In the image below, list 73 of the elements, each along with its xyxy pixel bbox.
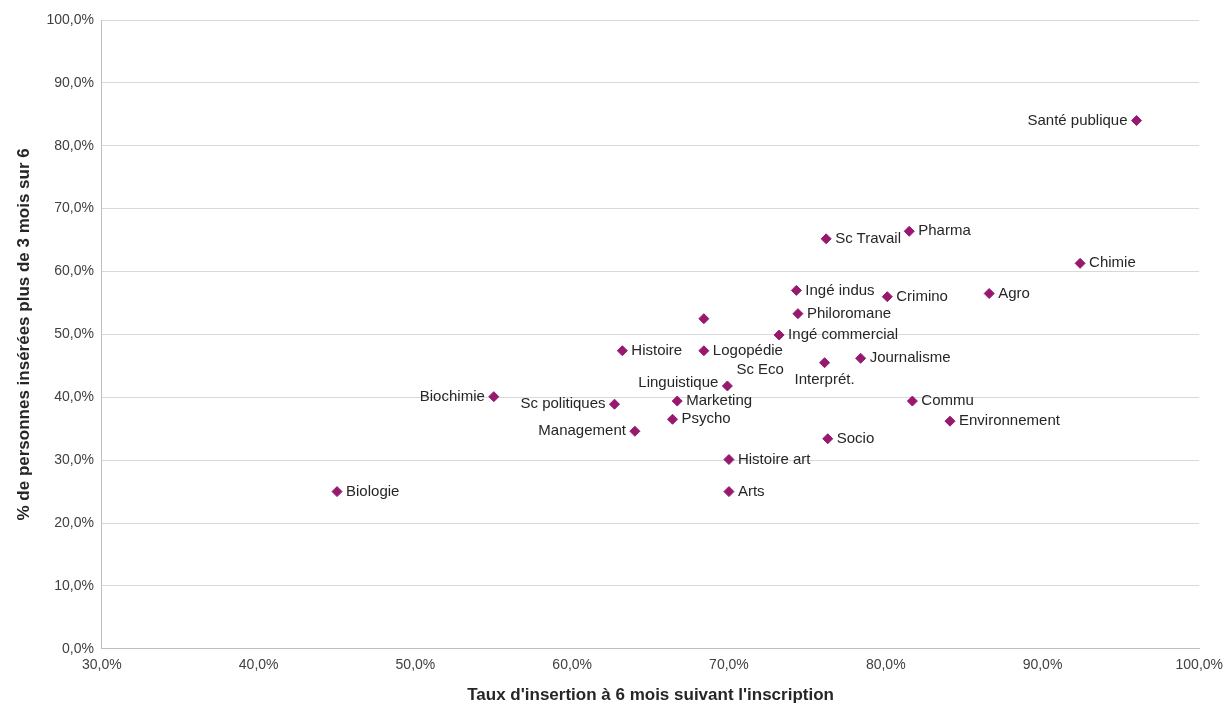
annotation: Sc Travail <box>835 228 902 246</box>
point <box>983 288 995 300</box>
y-axis-title: % de personnes insérées plus de 3 mois sur 6 <box>13 148 33 521</box>
annotation: Commu <box>921 391 974 409</box>
point <box>609 398 621 410</box>
x-tick-label: 100,0% <box>1175 656 1223 673</box>
annotation: Sc politiques <box>520 394 606 412</box>
point <box>721 380 733 392</box>
point <box>1131 115 1143 127</box>
annotation: Socio <box>836 428 875 446</box>
annotation: Sc Eco <box>736 360 784 378</box>
point <box>792 308 804 320</box>
point <box>698 345 710 357</box>
point <box>698 313 710 325</box>
y-tick-label: 90,0% <box>54 73 94 90</box>
point <box>616 345 628 357</box>
x-axis-title: Taux d'insertion à 6 mois suivant l'inscription <box>467 685 834 705</box>
point <box>820 233 832 245</box>
x-tick-label: 80,0% <box>865 656 906 673</box>
annotation: Management <box>538 421 627 439</box>
annotation: Biochimie <box>419 386 485 404</box>
point <box>944 415 956 427</box>
x-tick-label: 50,0% <box>395 656 436 673</box>
point <box>667 413 679 425</box>
point <box>723 454 735 466</box>
annotation: Psycho <box>681 409 731 427</box>
x-tick-label: 70,0% <box>709 656 749 673</box>
point <box>855 352 867 364</box>
y-tick-label: 0,0% <box>61 639 94 656</box>
point <box>671 395 683 407</box>
annotation: Ingé commercial <box>788 325 899 343</box>
point <box>1074 257 1086 269</box>
point <box>629 425 641 437</box>
annotation: Journalisme <box>869 348 951 366</box>
point <box>819 357 831 369</box>
annotation: Linguistique <box>638 372 719 390</box>
x-tick-label: 30,0% <box>82 656 122 673</box>
y-tick-label: 40,0% <box>54 388 94 405</box>
x-tick-label: 60,0% <box>552 656 593 673</box>
point <box>790 284 802 296</box>
point <box>331 486 343 498</box>
point <box>881 291 893 303</box>
point <box>903 225 915 237</box>
annotation: Santé publique <box>1027 110 1128 128</box>
y-tick-label: 30,0% <box>54 451 94 468</box>
x-tick-label: 40,0% <box>238 656 279 673</box>
y-tick-label: 20,0% <box>54 513 94 530</box>
point <box>822 433 834 445</box>
annotation: Biologie <box>346 481 400 499</box>
y-tick-label: 60,0% <box>54 262 94 279</box>
point <box>488 391 500 403</box>
y-tick-label: 100,0% <box>46 10 94 27</box>
y-tick-label: 80,0% <box>54 136 94 153</box>
annotation: Marketing <box>686 391 753 409</box>
annotation: Ingé indus <box>805 280 875 298</box>
point <box>773 329 785 341</box>
y-tick-label: 10,0% <box>54 576 94 593</box>
annotation: Arts <box>737 481 765 499</box>
annotation: Philoromane <box>806 303 892 321</box>
annotation: Logopédie <box>712 340 783 358</box>
annotation: Histoire art <box>737 449 812 467</box>
annotation: Agro <box>998 283 1030 301</box>
annotation: Pharma <box>918 221 972 239</box>
y-tick-label: 70,0% <box>54 199 94 216</box>
annotation: Interprét. <box>794 369 855 387</box>
y-tick-label: 50,0% <box>54 325 94 342</box>
annotation: Histoire <box>631 340 683 358</box>
x-tick-label: 90,0% <box>1022 656 1063 673</box>
point <box>906 395 918 407</box>
annotation: Crimino <box>896 286 948 304</box>
annotation: Environnement <box>959 411 1061 429</box>
annotation: Chimie <box>1089 253 1136 271</box>
point <box>723 486 735 498</box>
